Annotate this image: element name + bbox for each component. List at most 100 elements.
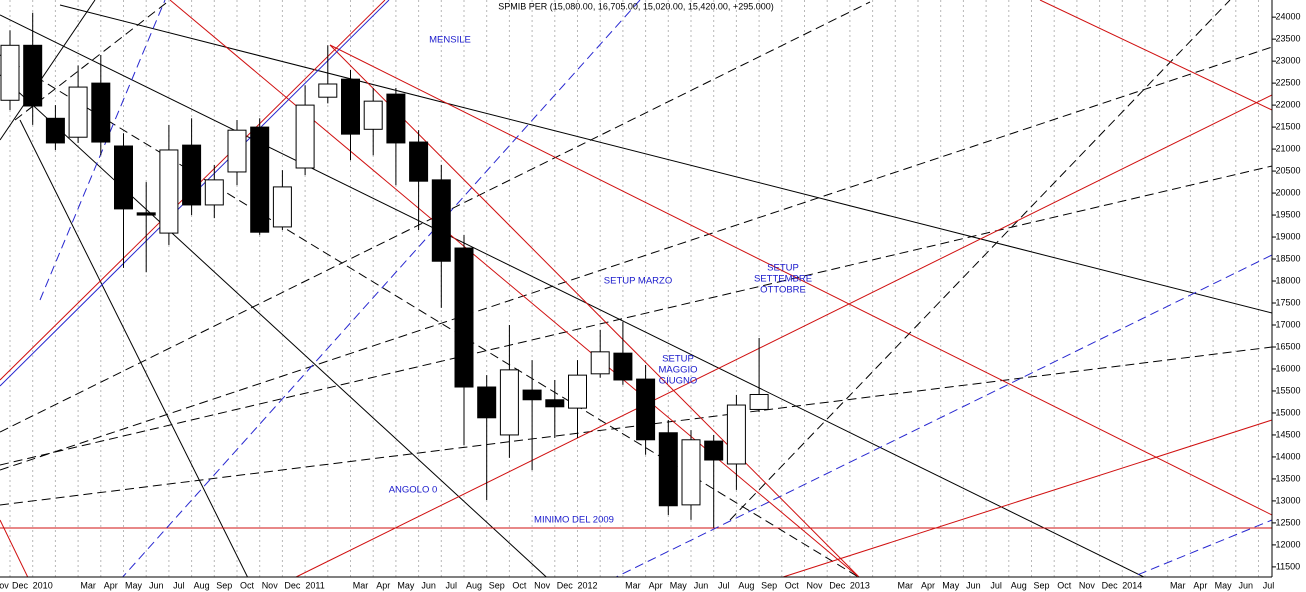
x-tick-label: Apr [649,580,663,590]
axis-panel [1272,0,1306,592]
annotation: ANGOLO 0 [389,485,438,496]
annotation: MINIMO DEL 2009 [534,515,614,526]
x-tick-label: Mar [80,580,96,590]
x-tick-label: Dec [557,580,574,590]
candle-body [295,104,315,169]
trend-line [0,14,1151,581]
grid [9,0,1259,577]
x-tick-label: Nov [534,580,551,590]
x-tick-label: Nov [262,580,279,590]
candle-body [749,393,769,410]
trend-line [59,4,1273,314]
candle-body [250,126,270,233]
y-tick-label: 12000 [1275,539,1300,549]
candle-body [159,149,179,234]
y-tick-label: 16000 [1275,363,1300,373]
candle-body [318,83,338,98]
candle-body [522,389,542,401]
y-tick-label: 23000 [1275,56,1300,66]
x-tick-label: Jul [1263,580,1275,590]
candle-body [227,129,247,173]
candle-body [658,432,678,507]
candle-body [681,439,701,506]
x-tick-label: Jun [694,580,709,590]
trend-line [1039,0,1273,111]
candle-body [363,100,383,130]
x-tick-label: Jul [990,580,1002,590]
candle-body [590,351,610,375]
candle-body [182,144,202,206]
x-tick-label: Oct [1057,580,1072,590]
y-tick-label: 19000 [1275,231,1300,241]
candle-body [704,440,724,461]
trend-line [0,46,1273,471]
x-tick-label: Mar [353,580,369,590]
trend-line [329,44,1273,516]
annotation: OTTOBRE [760,285,806,296]
y-tick-label: 12500 [1275,517,1300,527]
x-tick-label: Sep [1033,580,1049,590]
x-tick-label: Oct [785,580,800,590]
candle-body [45,117,65,144]
candle-body [204,179,224,206]
x-tick-label: May [125,580,143,590]
trend-line [0,346,1273,506]
candle-body [272,186,292,228]
x-tick-label: Apr [376,580,390,590]
candle-body [136,212,156,216]
x-tick-label: Jul [446,580,458,590]
candle-body [545,399,565,408]
annotation: MENSILE [429,35,471,46]
y-tick-label: 21000 [1275,143,1300,153]
trend-line [119,0,641,581]
x-tick-label: Mar [898,580,914,590]
x-tick-label: 2010 [33,580,53,590]
candle-body [477,386,497,419]
candle-body [568,374,587,409]
candle-body [68,86,88,138]
x-tick-label: 2011 [305,580,324,590]
x-tick-label: Dec [1102,580,1119,590]
x-tick-label: Jun [966,580,981,590]
trend-line [1124,519,1273,581]
y-tick-label: 13000 [1275,495,1300,505]
y-tick-label: 15500 [1275,385,1300,395]
trend-line [779,419,1273,579]
candle-body [499,369,519,436]
candle-body [636,378,656,441]
annotation: SETTEMBRE [754,274,812,285]
x-tick-label: 2014 [1122,580,1142,590]
annotation: SETUP [767,263,799,274]
candle-body [726,404,746,465]
y-tick-label: 20000 [1275,187,1300,197]
y-tick-label: 18000 [1275,275,1300,285]
x-tick-label: Apr [1193,580,1207,590]
y-tick-label: 17000 [1275,319,1300,329]
y-tick-label: 22000 [1275,99,1300,109]
candle-body [0,44,20,101]
trend-line [0,54,861,579]
y-tick-label: 19500 [1275,209,1300,219]
y-tick-label: 13500 [1275,473,1300,483]
x-tick-label: Oct [240,580,255,590]
candle-body [613,352,633,381]
candle-body [23,44,43,107]
trend-line [609,254,1273,581]
x-tick-label: Jul [173,580,185,590]
trend-line [0,165,1273,466]
y-tick-label: 22500 [1275,77,1300,87]
x-tick-label: May [1215,580,1233,590]
candle-body [114,145,133,210]
y-tick-label: 17500 [1275,297,1300,307]
y-tick-label: 20500 [1275,165,1300,175]
y-tick-label: 23500 [1275,34,1300,44]
axis-panel [0,577,1306,592]
x-tick-label: Dec [284,580,301,590]
candle-body [386,93,406,144]
x-tick-label: 2012 [577,580,597,590]
x-tick-label: Nov [1079,580,1096,590]
trend-line [0,0,96,141]
trend-line [329,44,861,579]
candle-body [409,141,429,182]
